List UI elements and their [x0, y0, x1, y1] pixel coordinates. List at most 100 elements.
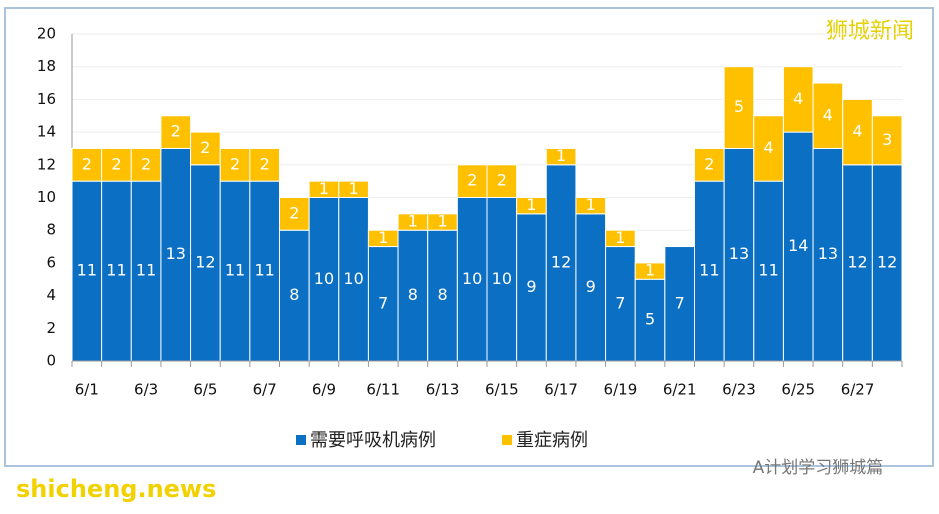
bar-segment — [249, 180, 281, 362]
bar-segment — [753, 115, 784, 182]
value-label: 2 — [260, 154, 270, 173]
bar-segment — [190, 131, 221, 166]
value-label: 1 — [556, 146, 566, 165]
value-label: 9 — [586, 277, 596, 296]
x-tick-label: 6/17 — [544, 381, 578, 399]
bar-segment — [842, 98, 873, 166]
value-label: 4 — [852, 122, 862, 141]
y-tick-label: 6 — [46, 253, 56, 271]
value-label: 12 — [847, 252, 867, 271]
bar-segment — [694, 147, 725, 182]
x-tick-label: 6/27 — [841, 381, 875, 399]
bar-segment — [871, 164, 903, 362]
y-tick-label: 0 — [46, 352, 56, 370]
value-label: 1 — [526, 195, 536, 214]
x-tick-label: 6/19 — [604, 381, 638, 399]
value-label: 2 — [111, 154, 121, 173]
value-label: 11 — [758, 261, 778, 280]
value-label: 10 — [343, 269, 363, 288]
bar-segment — [308, 197, 340, 362]
value-label: 13 — [166, 244, 186, 263]
value-label: 2 — [704, 154, 714, 173]
bar-segment — [130, 147, 162, 182]
value-label: 1 — [586, 195, 596, 214]
bar-segment — [427, 229, 458, 362]
bar-segment — [338, 197, 369, 362]
bar-segment — [545, 147, 577, 166]
value-label: 8 — [408, 285, 418, 304]
value-label: 2 — [497, 171, 507, 190]
x-tick-label: 6/11 — [366, 381, 400, 399]
x-tick-label: 6/9 — [312, 381, 336, 399]
bar-segment — [101, 147, 132, 182]
bar-segment — [871, 115, 903, 166]
value-label: 11 — [254, 261, 274, 280]
bar-segment — [723, 66, 755, 149]
watermark: A计划学习狮城篇 — [753, 458, 884, 478]
x-tick-label: 6/3 — [134, 381, 158, 399]
y-tick-label: 4 — [46, 286, 56, 304]
value-label: 4 — [793, 89, 803, 108]
value-label: 13 — [729, 244, 749, 263]
value-label: 12 — [195, 252, 215, 271]
bar-segment — [338, 180, 369, 198]
value-label: 5 — [734, 97, 744, 116]
value-label: 14 — [788, 236, 808, 255]
x-tick-label: 6/13 — [426, 381, 460, 399]
value-label: 10 — [314, 269, 334, 288]
watermark: 狮城新闻 — [826, 19, 914, 44]
bar-segment — [160, 147, 192, 362]
bar-segment — [190, 164, 221, 362]
y-tick-label: 14 — [37, 123, 56, 141]
x-tick-label: 6/21 — [663, 381, 697, 399]
value-label: 1 — [349, 179, 359, 198]
bar-segment — [605, 246, 636, 362]
value-label: 2 — [141, 154, 151, 173]
watermark: shicheng.news — [16, 475, 216, 503]
value-label: 13 — [818, 244, 838, 263]
bar-segment — [160, 115, 192, 149]
bar-segment — [71, 147, 103, 182]
x-tick-label: 6/23 — [722, 381, 756, 399]
bar-segment — [605, 229, 636, 248]
value-label: 11 — [699, 261, 719, 280]
value-label: 2 — [230, 154, 240, 173]
bar-segment — [486, 164, 518, 199]
value-label: 7 — [675, 293, 685, 312]
bar-segment — [545, 164, 577, 362]
value-label: 1 — [615, 228, 625, 247]
value-label: 4 — [823, 105, 833, 124]
value-label: 7 — [378, 293, 388, 312]
value-label: 2 — [467, 171, 477, 190]
value-label: 11 — [77, 261, 97, 280]
y-tick-label: 18 — [37, 57, 56, 75]
value-label: 2 — [289, 203, 299, 222]
bar-segment — [456, 197, 488, 362]
legend-swatch — [502, 435, 512, 445]
value-label: 10 — [492, 269, 512, 288]
value-label: 7 — [615, 293, 625, 312]
value-label: 10 — [462, 269, 482, 288]
y-tick-label: 12 — [37, 155, 56, 173]
value-label: 2 — [200, 138, 210, 157]
bar-segment — [249, 147, 281, 182]
y-tick-label: 2 — [46, 319, 56, 337]
value-label: 11 — [136, 261, 156, 280]
value-label: 8 — [437, 285, 447, 304]
value-label: 2 — [171, 122, 181, 141]
value-label: 1 — [319, 179, 329, 198]
legend-label: 需要呼吸机病例 — [310, 430, 436, 451]
x-tick-label: 6/1 — [75, 381, 99, 399]
bar-segment — [575, 197, 607, 215]
value-label: 5 — [645, 310, 655, 329]
bar-segment — [634, 278, 666, 362]
x-tick-label: 6/15 — [485, 381, 519, 399]
y-tick-label: 20 — [37, 25, 56, 43]
x-tick-label: 6/7 — [253, 381, 277, 399]
legend-label: 重症病例 — [516, 430, 588, 451]
value-label: 9 — [526, 277, 536, 296]
x-tick-label: 6/25 — [781, 381, 815, 399]
value-label: 3 — [882, 130, 892, 149]
bar-segment — [367, 246, 399, 362]
